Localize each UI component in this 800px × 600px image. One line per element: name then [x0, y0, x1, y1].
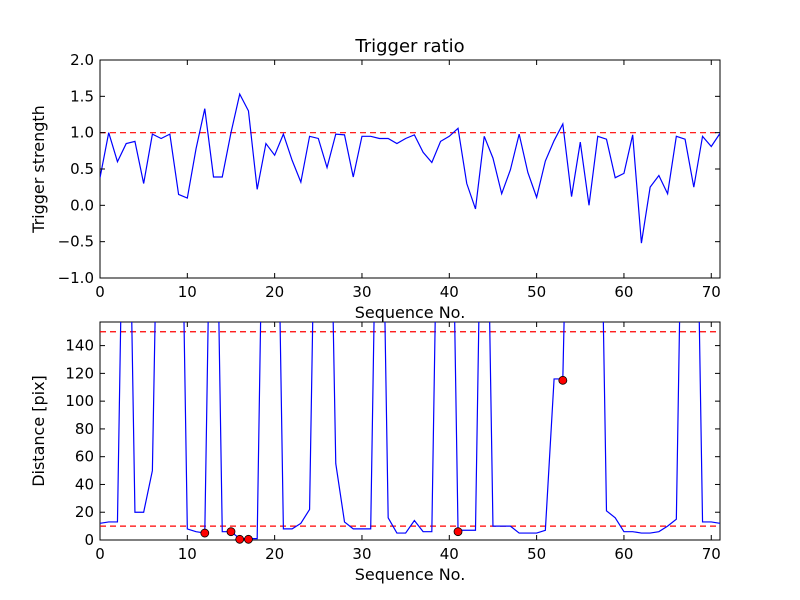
- chart-title: Trigger ratio: [354, 36, 464, 57]
- y-tick-label: 1.0: [70, 124, 94, 142]
- marker-point: [244, 534, 253, 544]
- marker-point: [200, 528, 210, 538]
- y-tick-label: 1.5: [70, 87, 94, 105]
- y-tick-label: −0.5: [58, 233, 94, 251]
- axes-frame: [99, 321, 721, 541]
- x-tick-label: 30: [352, 283, 371, 301]
- x-tick-label: 10: [178, 283, 197, 301]
- y-tick-label: 0.5: [70, 160, 94, 178]
- x-tick-label: 40: [440, 283, 459, 301]
- y-axis-label: Distance [pix]: [29, 375, 48, 487]
- x-tick-label: 30: [352, 545, 371, 563]
- y-tick-label: 80: [75, 420, 94, 438]
- x-tick-label: 0: [95, 545, 105, 563]
- marker-point: [235, 534, 245, 544]
- y-tick-label: −1.0: [58, 269, 94, 287]
- x-tick-label: 70: [702, 283, 721, 301]
- x-tick-label: 20: [265, 545, 284, 563]
- series-line-0: [100, 322, 720, 540]
- x-tick-label: 70: [702, 545, 721, 563]
- marker-point: [558, 375, 568, 385]
- y-axis-label: Trigger strength: [29, 105, 48, 234]
- y-tick-label: 140: [65, 337, 94, 355]
- y-tick-label: 2.0: [70, 51, 94, 69]
- y-tick-label: 100: [65, 392, 94, 410]
- x-tick-label: 50: [527, 545, 546, 563]
- x-tick-label: 40: [440, 545, 459, 563]
- y-tick-label: 20: [75, 503, 94, 521]
- trigger-ratio-chart: 0 10 20 30 40 50 60 70 −1.0 −0.5 0.0 0.5 1.0 1.5 2.0 Se…: [29, 36, 721, 322]
- distance-chart: 0 10 20 30 40 50 60 70 0 20 40 60 80 100 120 140 Sequenc…: [29, 321, 721, 584]
- y-tick-label: 0: [84, 531, 94, 549]
- y-tick-label: 0.0: [70, 196, 94, 214]
- x-tick-label: 50: [527, 283, 546, 301]
- x-axis-label: Sequence No.: [355, 303, 466, 322]
- x-tick-label: 0: [95, 283, 105, 301]
- x-axis-label: Sequence No.: [355, 565, 466, 584]
- marker-point: [226, 527, 236, 537]
- x-tick-label: 60: [614, 545, 633, 563]
- y-tick-label: 120: [65, 364, 94, 382]
- x-tick-label: 10: [178, 545, 197, 563]
- x-tick-label: 20: [265, 283, 284, 301]
- series-line-0: [100, 92, 720, 244]
- y-tick-label: 40: [75, 475, 94, 493]
- marker-point: [453, 527, 463, 537]
- x-tick-label: 60: [614, 283, 633, 301]
- y-tick-label: 60: [75, 448, 94, 466]
